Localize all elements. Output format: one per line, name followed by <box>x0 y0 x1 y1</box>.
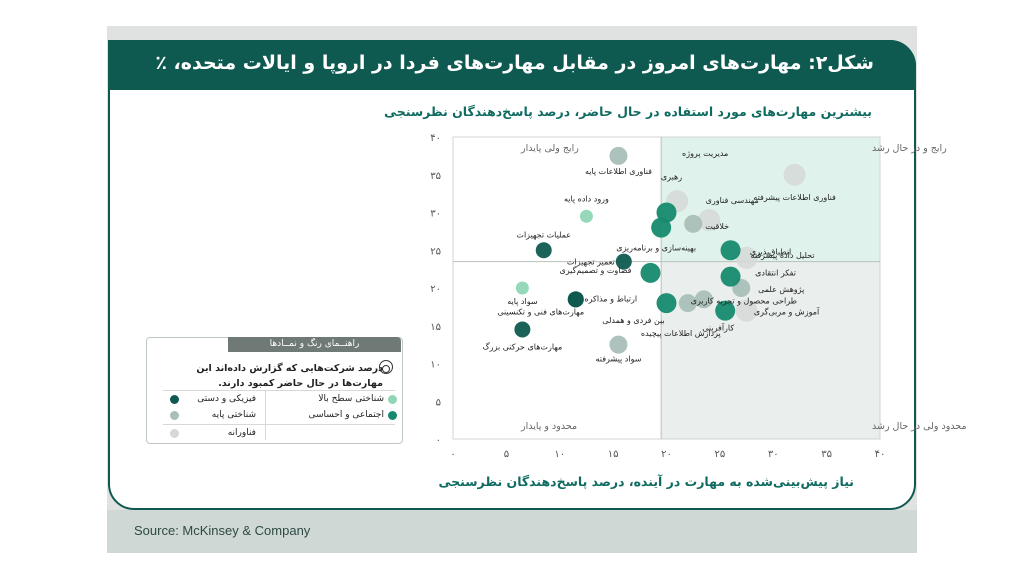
data-point <box>684 214 703 233</box>
data-label: مهارت‌های حرکتی بزرگ <box>483 342 563 352</box>
data-point <box>656 293 677 314</box>
quadrant-label: محدود و پایدار <box>520 421 577 432</box>
data-label: کارآفرینی <box>702 323 734 333</box>
figure-title: شکل۲: مهارت‌های امروز در مقابل مهارت‌های… <box>155 52 874 74</box>
data-label: رهبری <box>661 173 682 182</box>
data-point <box>715 300 736 321</box>
data-label: ارتباط و مذاکره <box>584 294 637 303</box>
footer-bar <box>107 510 917 553</box>
legend-swatch-high-cognitive <box>388 395 397 404</box>
data-label: عملیات تجهیزات <box>516 230 571 239</box>
data-point <box>678 294 697 313</box>
data-label: بهینه‌سازی و برنامه‌ریزی <box>616 244 696 253</box>
data-label: ورود داده پایه <box>564 194 609 203</box>
y-tick-label: ۰ <box>436 435 441 446</box>
data-label: مهارت‌های فنی و تکنسینی <box>497 307 584 316</box>
legend-label-social: اجتماعی و احساسی <box>308 410 384 420</box>
y-axis-title: بیشترین مهارت‌های مورد استفاده در حال حا… <box>384 104 872 119</box>
data-label: پردازش اطلاعات پیچیده <box>641 329 721 338</box>
legend-label-high-cognitive: شناختی سطح بالا <box>318 394 384 404</box>
quadrant-label: محدود ولی در حال رشد <box>872 421 967 432</box>
data-label: مهندسی فناوری <box>706 196 759 205</box>
data-label: طراحی محصول و تجربه کاربری <box>691 296 797 305</box>
y-tick-label: ۲۵ <box>430 246 441 257</box>
data-point <box>656 202 677 223</box>
data-label: تفکر انتقادی <box>755 269 796 278</box>
legend-label-physical: فیزیکی و دستی <box>197 394 256 404</box>
data-point <box>535 242 552 259</box>
legend-swatch-physical <box>170 395 179 404</box>
data-label: فضاوت و تصمیم‌گیری <box>560 265 632 275</box>
y-tick-label: ۳۵ <box>430 171 441 182</box>
data-point <box>609 335 628 354</box>
plot-frame <box>452 136 881 440</box>
x-tick-label: ۳۵ <box>821 449 832 460</box>
data-point <box>783 163 806 186</box>
x-tick-label: ۰ <box>450 449 455 460</box>
bubble-size-icon <box>379 360 393 374</box>
title-bar <box>108 40 916 90</box>
x-tick-label: ۱۰ <box>554 449 565 460</box>
legend-swatch-basic-cognitive <box>170 411 179 420</box>
y-tick-label: ۳۰ <box>430 209 441 220</box>
data-label: سواد پایه <box>507 297 538 306</box>
legend-label-basic-cognitive: شناختی پایه <box>211 410 256 420</box>
data-point <box>615 253 632 270</box>
data-label: تحلیل داده پیشرفته <box>751 251 815 260</box>
data-point <box>698 209 721 232</box>
data-point <box>640 262 661 283</box>
y-tick-label: ۱۵ <box>430 322 441 333</box>
legend-divider <box>163 390 395 391</box>
legend-label-tech: فناورانه <box>227 428 256 438</box>
quadrant-label: رایج و در حال رشد <box>872 143 947 154</box>
y-tick-label: ۲۰ <box>430 284 441 295</box>
x-tick-label: ۳۰ <box>768 449 779 460</box>
legend-header: راهنــمای رنگ و نمــادها <box>228 337 401 352</box>
quadrant-shade-top-right <box>661 137 880 262</box>
legend-divider <box>163 424 395 425</box>
y-tick-label: ۵ <box>436 397 441 408</box>
data-label: فناوری اطلاعات پیشرفته <box>753 193 836 202</box>
quadrant-label: رایج ولی پایدار <box>520 143 579 154</box>
data-point <box>514 321 531 338</box>
legend-swatch-tech <box>170 429 179 438</box>
legend-divider <box>265 390 266 440</box>
legend-note: درصد شرکت‌هایی که گزارش داده‌اند این مها… <box>196 363 383 389</box>
data-point <box>515 281 529 295</box>
quadrant-shade-bottom-right <box>661 261 880 439</box>
data-point <box>735 246 758 269</box>
data-label: مدیریت پروژه <box>682 149 728 158</box>
data-label: پژوهش علمی <box>758 285 804 294</box>
data-label: بین فردی و همدلی <box>602 316 664 325</box>
data-point <box>609 146 628 165</box>
x-tick-label: ۲۵ <box>715 449 726 460</box>
data-point <box>694 290 713 309</box>
data-point <box>720 266 741 287</box>
data-label: انطباق‌پذیری <box>750 247 791 256</box>
data-label: خلاقیت <box>705 222 729 231</box>
x-axis-title: نیاز پیش‌بینی‌شده به مهارت در آینده، درص… <box>438 474 855 489</box>
data-point <box>579 209 593 223</box>
bubble-size-inner-icon <box>382 365 390 373</box>
data-point <box>567 291 584 308</box>
source-text: Source: McKinsey & Company <box>134 523 311 538</box>
data-point <box>735 299 758 322</box>
y-tick-label: ۱۰ <box>430 360 441 371</box>
data-label: تعمیر تجهیزات <box>567 258 615 267</box>
data-label: فناوری اطلاعات پایه <box>585 167 652 176</box>
x-tick-label: ۵ <box>504 449 509 460</box>
y-tick-label: ۴۰ <box>430 133 441 144</box>
data-point <box>720 240 741 261</box>
x-tick-label: ۱۵ <box>608 449 619 460</box>
data-label: آموزش و مربی‌گری <box>754 307 820 317</box>
data-point <box>651 217 672 238</box>
data-label: سواد پیشرفته <box>596 355 642 364</box>
x-tick-label: ۲۰ <box>661 449 672 460</box>
x-tick-label: ۴۰ <box>875 449 886 460</box>
legend-swatch-social <box>388 411 397 420</box>
